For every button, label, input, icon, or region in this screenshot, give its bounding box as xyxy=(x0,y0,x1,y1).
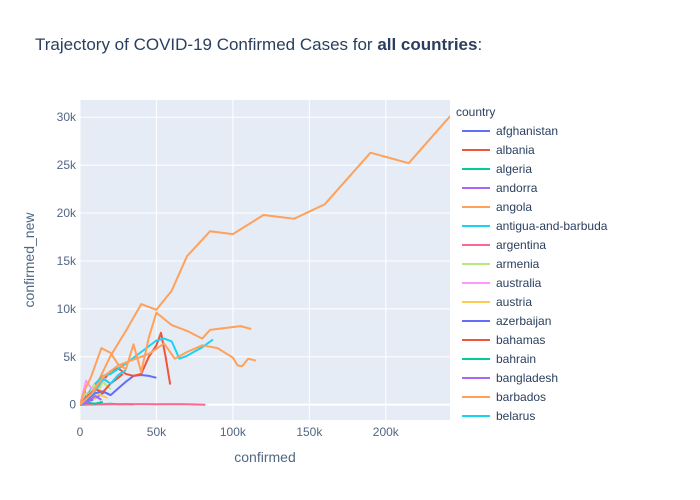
y-tick-label: 0 xyxy=(69,398,76,412)
legend-label: armenia xyxy=(496,257,540,271)
legend-label: azerbaijan xyxy=(496,314,551,328)
y-tick-label: 15k xyxy=(57,254,77,268)
x-tick-label: 100k xyxy=(220,425,247,439)
chart-title-emphasis: all countries xyxy=(377,35,477,54)
legend-item-antigua-and-barbuda[interactable]: antigua-and-barbuda xyxy=(462,219,608,233)
legend-label: bahrain xyxy=(496,352,536,366)
y-tick-label: 5k xyxy=(63,350,77,364)
x-tick-label: 200k xyxy=(373,425,400,439)
legend-item-azerbaijan[interactable]: azerbaijan xyxy=(462,314,551,328)
x-tick-label: 150k xyxy=(296,425,323,439)
legend-item-argentina[interactable]: argentina xyxy=(462,238,546,252)
y-tick-label: 30k xyxy=(57,110,77,124)
y-axis-title: confirmed_new xyxy=(21,212,37,308)
series-layer xyxy=(80,115,450,406)
legend-item-bangladesh[interactable]: bangladesh xyxy=(462,371,558,385)
legend-item-australia[interactable]: australia xyxy=(462,276,542,290)
legend-item-albania[interactable]: albania xyxy=(462,143,535,157)
x-tick-label: 50k xyxy=(147,425,167,439)
plot-area xyxy=(80,100,450,420)
legend-item-austria[interactable]: austria xyxy=(462,295,532,309)
x-tick-label: 0 xyxy=(77,425,84,439)
y-tick-label: 25k xyxy=(57,158,77,172)
legend-item-bahamas[interactable]: bahamas xyxy=(462,333,545,347)
y-tick-label: 20k xyxy=(57,206,77,220)
series-line-argentina xyxy=(80,403,206,406)
legend: country afghanistan albania algeria andorra… xyxy=(456,105,608,423)
legend-item-barbados[interactable]: barbados xyxy=(462,390,546,404)
legend-item-angola[interactable]: angola xyxy=(462,200,532,214)
legend-label: bahamas xyxy=(496,333,545,347)
legend-item-algeria[interactable]: algeria xyxy=(462,162,532,176)
series-line-bangladesh xyxy=(80,395,102,406)
legend-label: angola xyxy=(496,200,532,214)
series-line-bahamas xyxy=(80,373,124,406)
chart-title: Trajectory of COVID-19 Confirmed Cases f… xyxy=(35,35,482,54)
legend-label: bangladesh xyxy=(496,371,558,385)
legend-item-belarus[interactable]: belarus xyxy=(462,409,535,423)
legend-label: albania xyxy=(496,143,535,157)
legend-label: barbados xyxy=(496,390,546,404)
legend-label: belarus xyxy=(496,409,535,423)
legend-label: andorra xyxy=(496,181,538,195)
legend-label: antigua-and-barbuda xyxy=(496,219,608,233)
series-line-angola xyxy=(80,115,450,406)
tick-labels: 0 50k 100k 150k 200k 0 5k 10k 15k 20k 25k 30k xyxy=(57,110,400,439)
legend-title: country xyxy=(456,105,495,119)
chart-title-suffix: : xyxy=(477,35,482,54)
chart-title-prefix: Trajectory of COVID-19 Confirmed Cases f… xyxy=(35,35,377,54)
legend-item-bahrain[interactable]: bahrain xyxy=(462,352,536,366)
legend-label: algeria xyxy=(496,162,532,176)
legend-item-afghanistan[interactable]: afghanistan xyxy=(462,124,558,138)
x-axis-title: confirmed xyxy=(234,449,295,465)
legend-item-armenia[interactable]: armenia xyxy=(462,257,540,271)
y-tick-label: 10k xyxy=(57,302,77,316)
legend-label: argentina xyxy=(496,238,546,252)
series-line-unlabeled xyxy=(80,342,257,406)
legend-items: afghanistan albania algeria andorra angola an… xyxy=(462,124,608,423)
legend-label: australia xyxy=(496,276,542,290)
legend-label: austria xyxy=(496,295,532,309)
legend-item-andorra[interactable]: andorra xyxy=(462,181,538,195)
legend-label: afghanistan xyxy=(496,124,558,138)
